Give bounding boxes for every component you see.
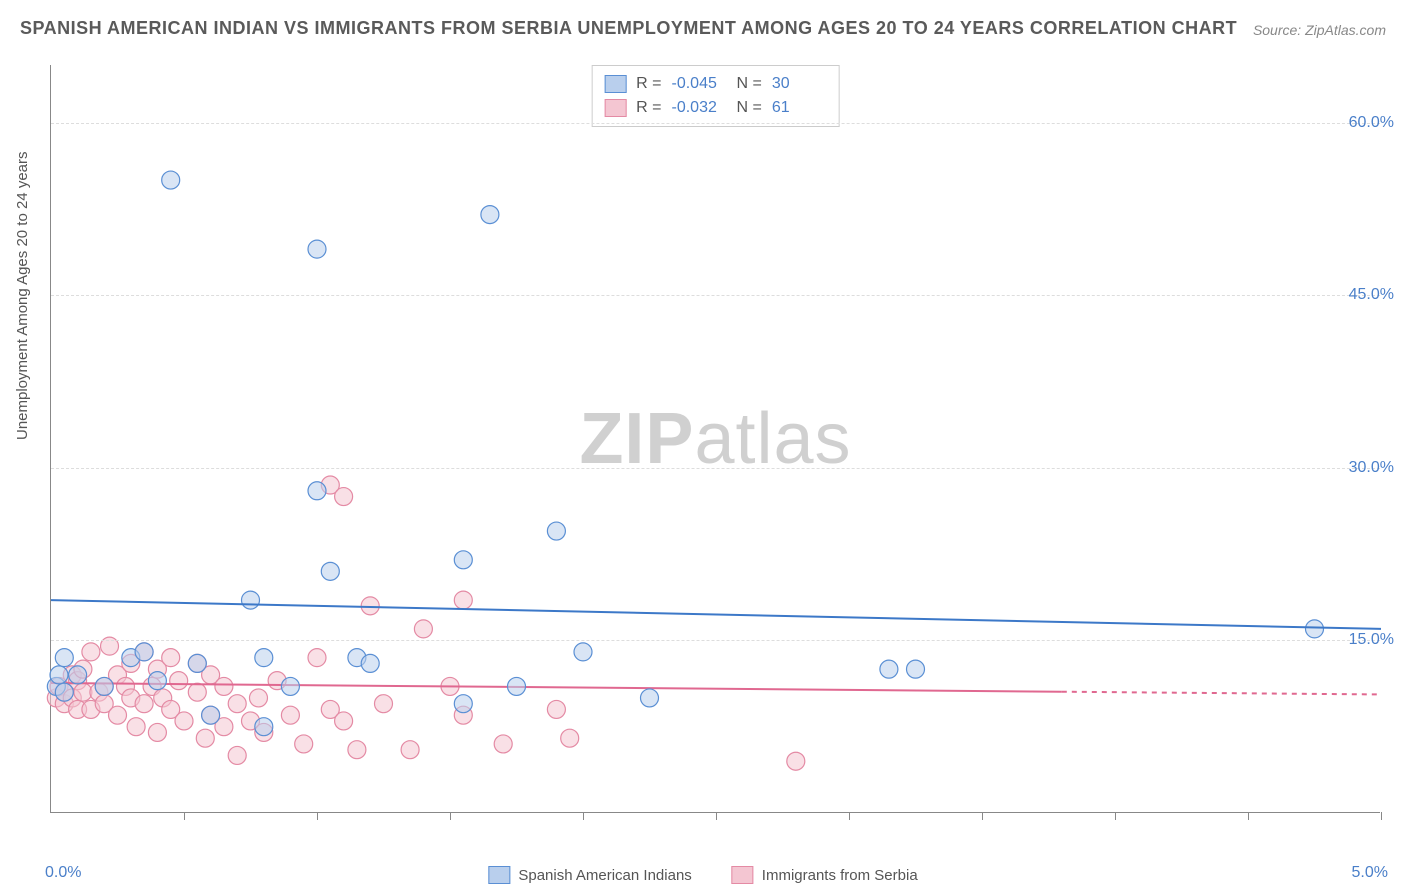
- data-point: [74, 683, 92, 701]
- chart-title: SPANISH AMERICAN INDIAN VS IMMIGRANTS FR…: [20, 18, 1237, 39]
- data-point: [55, 649, 73, 667]
- data-point: [69, 666, 87, 684]
- x-tick: [184, 812, 185, 820]
- y-tick-label: 30.0%: [1349, 459, 1394, 477]
- data-point: [547, 700, 565, 718]
- data-point: [281, 677, 299, 695]
- data-point: [414, 620, 432, 638]
- data-point: [641, 689, 659, 707]
- x-tick: [849, 812, 850, 820]
- y-tick-label: 45.0%: [1349, 286, 1394, 304]
- data-point: [361, 597, 379, 615]
- data-point: [494, 735, 512, 753]
- data-point: [508, 677, 526, 695]
- data-point: [335, 712, 353, 730]
- data-point: [82, 643, 100, 661]
- legend-item: Immigrants from Serbia: [732, 866, 918, 884]
- x-tick: [716, 812, 717, 820]
- data-point: [308, 649, 326, 667]
- data-point: [561, 729, 579, 747]
- x-tick: [583, 812, 584, 820]
- x-tick: [450, 812, 451, 820]
- legend-label: Spanish American Indians: [518, 867, 691, 884]
- data-point: [55, 683, 73, 701]
- data-point: [454, 695, 472, 713]
- y-axis-label: Unemployment Among Ages 20 to 24 years: [14, 151, 31, 440]
- data-point: [308, 240, 326, 258]
- data-point: [228, 746, 246, 764]
- data-point: [50, 666, 68, 684]
- data-point: [255, 649, 273, 667]
- legend-label: Immigrants from Serbia: [762, 867, 918, 884]
- data-point: [188, 683, 206, 701]
- data-point: [574, 643, 592, 661]
- x-axis-max-label: 5.0%: [1352, 864, 1388, 882]
- data-point: [109, 706, 127, 724]
- data-point: [170, 672, 188, 690]
- data-point: [148, 723, 166, 741]
- y-tick-label: 60.0%: [1349, 114, 1394, 132]
- x-axis-min-label: 0.0%: [45, 864, 81, 882]
- data-point: [295, 735, 313, 753]
- data-point: [175, 712, 193, 730]
- x-tick: [1381, 812, 1382, 820]
- data-point: [162, 171, 180, 189]
- legend-item: Spanish American Indians: [488, 866, 691, 884]
- data-point: [281, 706, 299, 724]
- data-point: [162, 649, 180, 667]
- source-attribution: Source: ZipAtlas.com: [1253, 22, 1386, 38]
- data-point: [335, 488, 353, 506]
- data-point: [196, 729, 214, 747]
- data-point: [255, 718, 273, 736]
- data-point: [188, 654, 206, 672]
- data-point: [361, 654, 379, 672]
- data-point: [547, 522, 565, 540]
- data-point: [321, 562, 339, 580]
- gridline: [51, 640, 1380, 641]
- data-point: [228, 695, 246, 713]
- gridline: [51, 295, 1380, 296]
- data-point: [215, 677, 233, 695]
- plot-area: ZIPatlas R =-0.045N =30R =-0.032N =61: [50, 65, 1380, 813]
- gridline: [51, 123, 1380, 124]
- data-point: [202, 706, 220, 724]
- gridline: [51, 468, 1380, 469]
- x-tick: [1248, 812, 1249, 820]
- chart-canvas: [51, 65, 1380, 812]
- data-point: [1306, 620, 1324, 638]
- trend-line: [51, 600, 1381, 629]
- data-point: [249, 689, 267, 707]
- data-point: [880, 660, 898, 678]
- legend-swatch: [488, 866, 510, 884]
- data-point: [135, 643, 153, 661]
- series-legend: Spanish American Indians Immigrants from …: [488, 866, 917, 884]
- data-point: [401, 741, 419, 759]
- data-point: [348, 741, 366, 759]
- data-point: [127, 718, 145, 736]
- data-point: [907, 660, 925, 678]
- data-point: [787, 752, 805, 770]
- x-tick: [317, 812, 318, 820]
- data-point: [454, 551, 472, 569]
- data-point: [95, 677, 113, 695]
- trend-line-dashed: [1062, 692, 1381, 695]
- legend-swatch: [732, 866, 754, 884]
- data-point: [148, 672, 166, 690]
- data-point: [481, 206, 499, 224]
- data-point: [375, 695, 393, 713]
- y-tick-label: 15.0%: [1349, 631, 1394, 649]
- data-point: [242, 591, 260, 609]
- data-point: [454, 591, 472, 609]
- data-point: [308, 482, 326, 500]
- data-point: [135, 695, 153, 713]
- x-tick: [1115, 812, 1116, 820]
- x-tick: [982, 812, 983, 820]
